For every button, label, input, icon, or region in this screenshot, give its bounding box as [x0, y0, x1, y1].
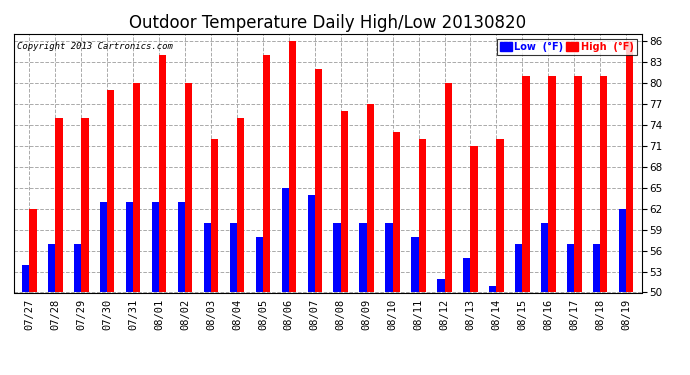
Bar [366, 104, 374, 292]
Bar [471, 146, 477, 292]
Bar [152, 202, 159, 292]
Bar [522, 76, 530, 292]
Bar [574, 76, 582, 292]
Text: Copyright 2013 Cartronics.com: Copyright 2013 Cartronics.com [17, 42, 172, 51]
Bar [444, 83, 452, 292]
Bar [22, 264, 30, 292]
Bar [549, 76, 555, 292]
Bar [541, 223, 549, 292]
Bar [289, 41, 296, 292]
Bar [107, 90, 115, 292]
Bar [308, 195, 315, 292]
Bar [255, 237, 263, 292]
Bar [600, 76, 607, 292]
Bar [48, 243, 55, 292]
Bar [515, 243, 522, 292]
Bar [263, 55, 270, 292]
Bar [100, 202, 107, 292]
Bar [437, 279, 444, 292]
Bar [626, 41, 633, 292]
Bar [74, 243, 81, 292]
Bar [619, 209, 626, 292]
Bar [237, 118, 244, 292]
Bar [463, 258, 471, 292]
Bar [419, 139, 426, 292]
Title: Outdoor Temperature Daily High/Low 20130820: Outdoor Temperature Daily High/Low 20130… [129, 14, 526, 32]
Bar [133, 83, 141, 292]
Bar [496, 139, 504, 292]
Bar [489, 285, 496, 292]
Bar [393, 132, 400, 292]
Bar [333, 223, 341, 292]
Bar [30, 209, 37, 292]
Bar [55, 118, 63, 292]
Bar [411, 237, 419, 292]
Legend: Low  (°F), High  (°F): Low (°F), High (°F) [497, 39, 637, 54]
Bar [211, 139, 218, 292]
Bar [159, 55, 166, 292]
Bar [567, 243, 574, 292]
Bar [593, 243, 600, 292]
Bar [385, 223, 393, 292]
Bar [282, 188, 289, 292]
Bar [359, 223, 366, 292]
Bar [315, 69, 322, 292]
Bar [204, 223, 211, 292]
Bar [178, 202, 185, 292]
Bar [185, 83, 193, 292]
Bar [81, 118, 88, 292]
Bar [126, 202, 133, 292]
Bar [341, 111, 348, 292]
Bar [230, 223, 237, 292]
